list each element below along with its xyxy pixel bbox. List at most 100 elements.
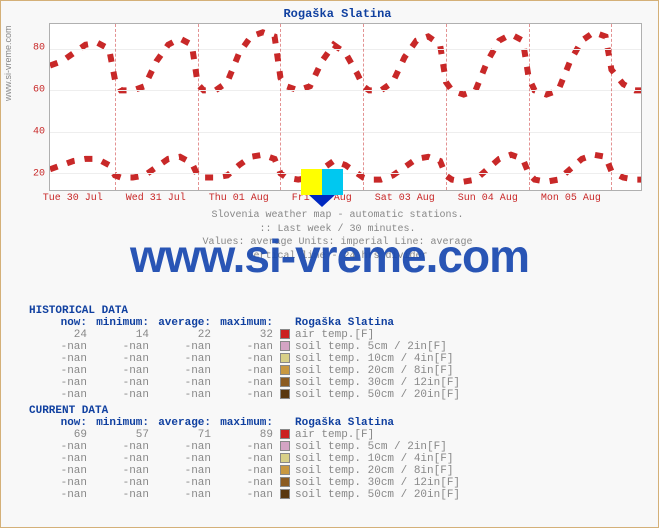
- chart-caption: Slovenia weather map - automatic station…: [25, 209, 650, 263]
- caption-line: vertical line - 24 hrs divider: [25, 250, 650, 264]
- color-swatch: [277, 429, 291, 441]
- cell-min: -nan: [91, 489, 153, 501]
- watermark-icon: [301, 169, 343, 207]
- cell-max: 89: [215, 429, 277, 441]
- h-gridline: [50, 90, 641, 91]
- cell-label: soil temp. 5cm / 2in[F]: [291, 441, 531, 453]
- color-swatch: [277, 441, 291, 453]
- cell-now: 69: [29, 429, 91, 441]
- color-swatch: [277, 389, 291, 401]
- chart-title: Rogaška Slatina: [25, 3, 650, 23]
- col-max: maximum:: [215, 417, 277, 429]
- h-gridline: [50, 49, 641, 50]
- cell-min: -nan: [91, 377, 153, 389]
- plot-wrap: 20406080 Tue 30 JulWed 31 JulThu 01 AugF…: [49, 23, 642, 191]
- cell-max: -nan: [215, 477, 277, 489]
- table-row: -nan-nan-nan-nansoil temp. 30cm / 12in[F…: [29, 477, 531, 489]
- cell-now: -nan: [29, 353, 91, 365]
- cell-label: soil temp. 10cm / 4in[F]: [291, 453, 531, 465]
- caption-line: Values: average Units: imperial Line: av…: [25, 236, 650, 250]
- table-row: -nan-nan-nan-nansoil temp. 20cm / 8in[F]: [29, 465, 531, 477]
- color-swatch: [277, 329, 291, 341]
- cell-min: -nan: [91, 389, 153, 401]
- table-row: -nan-nan-nan-nansoil temp. 5cm / 2in[F]: [29, 341, 531, 353]
- series-lower: [50, 155, 641, 182]
- color-swatch: [277, 465, 291, 477]
- caption-line: Slovenia weather map - automatic station…: [25, 209, 650, 223]
- cell-avg: -nan: [153, 389, 215, 401]
- series-upper: [50, 32, 641, 94]
- cell-label: soil temp. 30cm / 12in[F]: [291, 477, 531, 489]
- cell-min: -nan: [91, 453, 153, 465]
- day-divider: [280, 24, 281, 190]
- table-header-row: now: minimum: average: maximum: Rogaška …: [29, 417, 531, 429]
- y-tick-label: 20: [33, 169, 45, 180]
- cell-avg: -nan: [153, 453, 215, 465]
- cell-now: -nan: [29, 465, 91, 477]
- day-divider: [529, 24, 530, 190]
- wm-icon-blue: [309, 195, 335, 207]
- cell-min: -nan: [91, 477, 153, 489]
- current-header: CURRENT DATA: [29, 405, 650, 417]
- day-divider: [446, 24, 447, 190]
- x-tick-label: Wed 31 Jul: [126, 193, 186, 204]
- cell-avg: -nan: [153, 477, 215, 489]
- y-tick-label: 60: [33, 85, 45, 96]
- caption-line: :: Last week / 30 minutes.: [25, 223, 650, 237]
- h-gridline: [50, 132, 641, 133]
- cell-now: 24: [29, 329, 91, 341]
- cell-label: soil temp. 50cm / 20in[F]: [291, 389, 531, 401]
- x-axis: Tue 30 JulWed 31 JulThu 01 AugFri 02 Aug…: [49, 193, 642, 205]
- wm-icon-cyan: [322, 169, 343, 195]
- cell-label: soil temp. 30cm / 12in[F]: [291, 377, 531, 389]
- table-row: -nan-nan-nan-nansoil temp. 50cm / 20in[F…: [29, 389, 531, 401]
- cell-min: -nan: [91, 365, 153, 377]
- table-row: 24142232air temp.[F]: [29, 329, 531, 341]
- col-now: now:: [29, 317, 91, 329]
- cell-label: soil temp. 20cm / 8in[F]: [291, 365, 531, 377]
- color-swatch: [277, 453, 291, 465]
- x-tick-label: Tue 30 Jul: [43, 193, 103, 204]
- color-swatch: [277, 377, 291, 389]
- x-tick-label: Thu 01 Aug: [209, 193, 269, 204]
- col-min: minimum:: [91, 417, 153, 429]
- table-row: -nan-nan-nan-nansoil temp. 20cm / 8in[F]: [29, 365, 531, 377]
- cell-now: -nan: [29, 341, 91, 353]
- cell-label: air temp.[F]: [291, 429, 531, 441]
- x-tick-label: Sun 04 Aug: [458, 193, 518, 204]
- cell-min: 57: [91, 429, 153, 441]
- table-header-row: now: minimum: average: maximum: Rogaška …: [29, 317, 531, 329]
- color-swatch: [277, 365, 291, 377]
- cell-max: -nan: [215, 365, 277, 377]
- col-max: maximum:: [215, 317, 277, 329]
- col-location: Rogaška Slatina: [291, 417, 531, 429]
- watermark-side-text: www.si-vreme.com: [3, 25, 13, 101]
- x-tick-label: Mon 05 Aug: [541, 193, 601, 204]
- day-divider: [198, 24, 199, 190]
- day-divider: [363, 24, 364, 190]
- cell-max: -nan: [215, 453, 277, 465]
- table-row: 69577189air temp.[F]: [29, 429, 531, 441]
- col-avg: average:: [153, 317, 215, 329]
- cell-avg: -nan: [153, 441, 215, 453]
- cell-label: soil temp. 20cm / 8in[F]: [291, 465, 531, 477]
- cell-now: -nan: [29, 441, 91, 453]
- cell-avg: -nan: [153, 341, 215, 353]
- table-row: -nan-nan-nan-nansoil temp. 5cm / 2in[F]: [29, 441, 531, 453]
- current-table: now: minimum: average: maximum: Rogaška …: [29, 417, 531, 501]
- color-swatch: [277, 477, 291, 489]
- cell-now: -nan: [29, 389, 91, 401]
- cell-label: soil temp. 10cm / 4in[F]: [291, 353, 531, 365]
- plot: [49, 23, 642, 191]
- cell-label: air temp.[F]: [291, 329, 531, 341]
- cell-now: -nan: [29, 489, 91, 501]
- table-row: -nan-nan-nan-nansoil temp. 10cm / 4in[F]: [29, 453, 531, 465]
- cell-min: 14: [91, 329, 153, 341]
- table-row: -nan-nan-nan-nansoil temp. 10cm / 4in[F]: [29, 353, 531, 365]
- color-swatch: [277, 341, 291, 353]
- cell-max: -nan: [215, 353, 277, 365]
- table-row: -nan-nan-nan-nansoil temp. 50cm / 20in[F…: [29, 489, 531, 501]
- cell-label: soil temp. 50cm / 20in[F]: [291, 489, 531, 501]
- cell-min: -nan: [91, 353, 153, 365]
- cell-avg: -nan: [153, 365, 215, 377]
